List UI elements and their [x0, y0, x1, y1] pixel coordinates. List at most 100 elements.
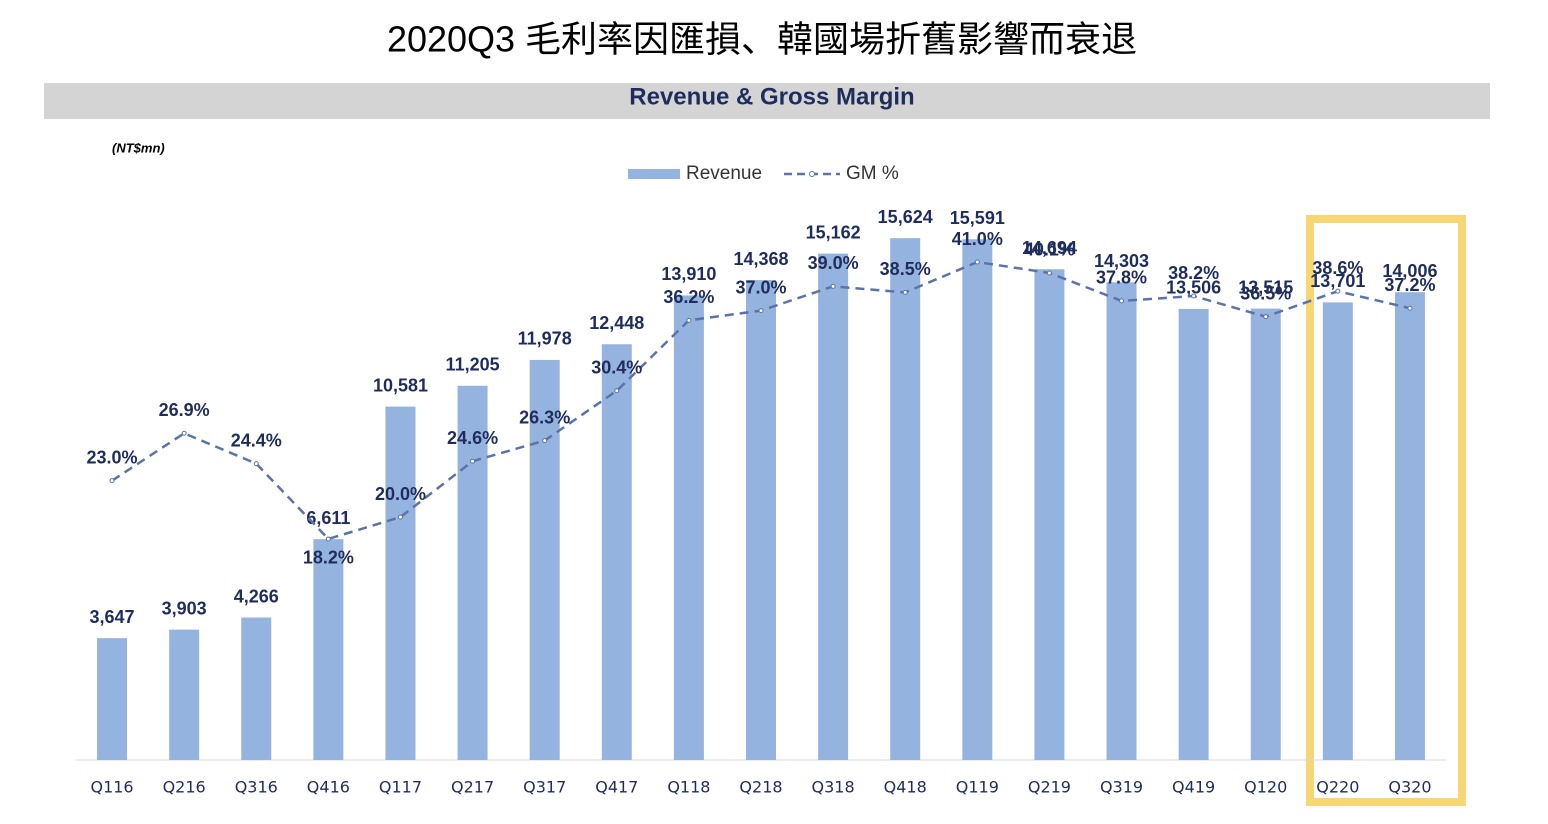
data-label: 24.6% [447, 428, 498, 448]
x-tick-label: Q219 [1028, 778, 1071, 797]
bar [962, 239, 993, 760]
data-label: 15,624 [878, 207, 933, 227]
bar [601, 344, 632, 760]
legend-label: Revenue [686, 163, 762, 184]
bar [97, 638, 128, 760]
bar [1178, 308, 1209, 760]
data-label: 14,303 [1094, 251, 1149, 271]
data-label: 14,694 [1022, 238, 1077, 258]
x-tick-label: Q120 [1244, 778, 1287, 797]
subtitle-band [44, 83, 1490, 119]
gm-point [1191, 293, 1197, 299]
gm-point [542, 438, 548, 444]
gm-point [1046, 270, 1052, 276]
data-label: 39.0% [808, 253, 859, 273]
x-tick-label: Q419 [1172, 778, 1215, 797]
bar [457, 385, 488, 760]
data-label: 38.2% [1168, 263, 1219, 283]
x-tick-label: Q320 [1388, 778, 1431, 797]
data-label: 14,006 [1382, 261, 1437, 281]
data-label: 18.2% [303, 548, 354, 568]
x-tick-label: Q418 [884, 778, 927, 797]
bar [673, 295, 704, 760]
gm-point [253, 461, 259, 467]
legend-swatch [628, 169, 680, 179]
bar [890, 238, 921, 761]
data-label: 41.0% [952, 229, 1003, 249]
data-label: 37.2% [1384, 275, 1435, 295]
bar [1034, 269, 1065, 760]
gm-point [902, 289, 908, 295]
data-label: 37.0% [735, 277, 786, 297]
data-label: 40.1% [1024, 240, 1075, 260]
data-label: 14,368 [733, 249, 788, 269]
bar [313, 539, 344, 760]
data-label: 30.4% [591, 358, 642, 378]
x-tick-label: Q118 [667, 778, 710, 797]
data-label: 3,903 [162, 598, 207, 618]
x-tick-label: Q116 [90, 778, 133, 797]
x-tick-label: Q119 [956, 778, 999, 797]
gm-point [1263, 314, 1269, 320]
x-tick-label: Q316 [235, 778, 278, 797]
data-label: 12,448 [589, 313, 644, 333]
bar [746, 280, 776, 760]
gm-point [109, 478, 115, 484]
x-tick-label: Q217 [451, 778, 494, 797]
data-label: 15,591 [950, 208, 1005, 228]
bar [1394, 292, 1425, 760]
data-label: 10,581 [373, 375, 428, 395]
data-label: 26.3% [519, 407, 570, 427]
data-label: 20.0% [375, 484, 426, 504]
bar [1322, 302, 1353, 760]
data-label: 3,647 [90, 607, 135, 627]
data-label: 38.6% [1312, 258, 1363, 278]
data-label: 11,205 [446, 355, 500, 375]
unit-label: (NT$mn) [112, 140, 165, 155]
x-tick-label: Q117 [379, 778, 422, 797]
data-label: 13,910 [661, 264, 716, 284]
data-label: 6,611 [306, 508, 350, 528]
bar [169, 629, 200, 760]
gm-point [181, 430, 187, 436]
data-label: 13,701 [1310, 271, 1365, 291]
data-label: 15,162 [806, 222, 861, 242]
chart-subtitle: Revenue & Gross Margin [629, 83, 914, 110]
x-tick-label: Q317 [523, 778, 566, 797]
bar [818, 253, 849, 760]
gm-point [1335, 288, 1341, 294]
gm-point [1119, 298, 1125, 304]
x-tick-label: Q218 [739, 778, 782, 797]
data-label: 36.2% [663, 287, 714, 307]
data-label: 13,515 [1238, 277, 1293, 297]
gm-point [830, 283, 836, 289]
chart-title: 2020Q3 毛利率因匯損、韓國場折舊影響而衰退 [387, 19, 1137, 60]
x-tick-label: Q318 [812, 778, 855, 797]
legend-marker [809, 171, 815, 177]
data-label: 23.0% [87, 447, 138, 467]
data-label: 38.5% [880, 259, 931, 279]
gm-point [1407, 305, 1413, 311]
x-tick-label: Q319 [1100, 778, 1143, 797]
bar [529, 359, 560, 760]
data-label: 26.9% [159, 400, 210, 420]
bar [1250, 308, 1281, 760]
bar [241, 617, 272, 760]
data-label: 36.5% [1240, 283, 1291, 303]
data-label: 11,978 [518, 329, 572, 349]
data-label: 13,506 [1166, 278, 1221, 298]
x-tick-label: Q220 [1316, 778, 1359, 797]
bar [385, 406, 416, 760]
gm-point [470, 458, 476, 464]
x-tick-label: Q416 [307, 778, 350, 797]
gm-point [686, 317, 692, 323]
gm-point [614, 388, 620, 394]
data-label: 4,266 [234, 586, 279, 606]
data-label: 24.4% [231, 430, 282, 450]
legend-label: GM % [846, 163, 899, 184]
data-label: 37.8% [1096, 268, 1147, 288]
gm-point [758, 308, 764, 314]
gm-point [397, 514, 403, 520]
highlight-box [1306, 215, 1466, 806]
